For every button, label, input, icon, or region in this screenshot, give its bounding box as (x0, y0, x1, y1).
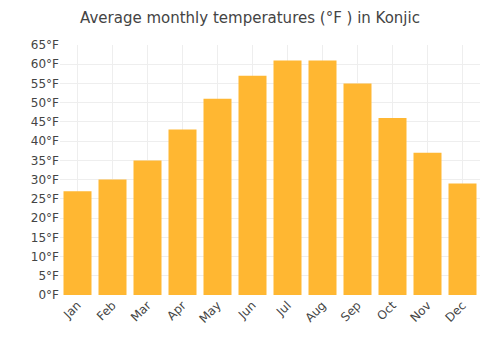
svg-text:40°F: 40°F (31, 134, 59, 148)
svg-text:Dec: Dec (443, 298, 469, 324)
svg-text:20°F: 20°F (31, 211, 59, 225)
svg-text:35°F: 35°F (31, 154, 59, 168)
svg-text:60°F: 60°F (31, 57, 59, 71)
svg-text:15°F: 15°F (31, 231, 59, 245)
svg-text:0°F: 0°F (38, 288, 59, 302)
svg-text:Average monthly temperatures (: Average monthly temperatures (°F ) in Ko… (80, 9, 420, 27)
svg-text:5°F: 5°F (38, 269, 59, 283)
svg-text:25°F: 25°F (31, 192, 59, 206)
svg-text:30°F: 30°F (31, 173, 59, 187)
svg-text:Aug: Aug (302, 298, 328, 324)
svg-text:10°F: 10°F (31, 250, 59, 264)
svg-text:65°F: 65°F (31, 38, 59, 52)
svg-text:May: May (196, 298, 223, 325)
svg-text:Oct: Oct (374, 298, 399, 323)
svg-text:Nov: Nov (407, 298, 433, 324)
svg-text:Jul: Jul (273, 298, 294, 319)
svg-text:Feb: Feb (94, 298, 119, 323)
svg-text:Apr: Apr (164, 298, 189, 323)
svg-text:Mar: Mar (128, 298, 154, 324)
svg-text:Jan: Jan (60, 298, 84, 322)
svg-text:55°F: 55°F (31, 77, 59, 91)
svg-text:45°F: 45°F (31, 115, 59, 129)
svg-text:Sep: Sep (338, 298, 364, 324)
svg-text:Jun: Jun (235, 298, 259, 322)
svg-text:50°F: 50°F (31, 96, 59, 110)
